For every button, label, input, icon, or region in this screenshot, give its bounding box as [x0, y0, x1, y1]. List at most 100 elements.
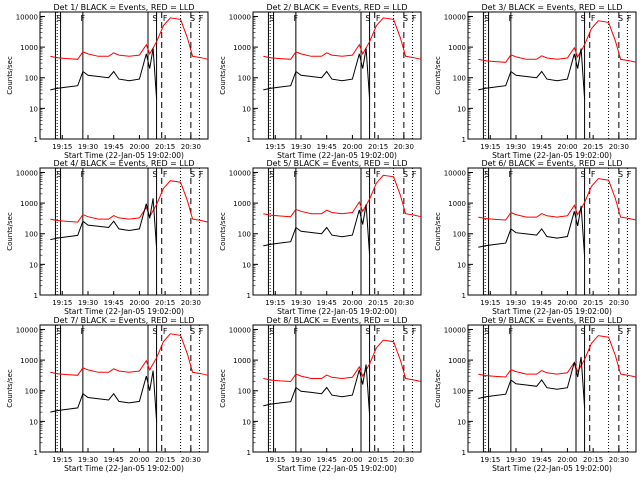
axis-frame: [39, 324, 209, 453]
y-tick-label: 1: [462, 449, 466, 457]
panel-title: Det 6/ BLACK = Events, RED = LLD: [482, 159, 623, 168]
sf-marker: F: [199, 170, 204, 179]
sf-marker: S: [56, 327, 61, 336]
events-series-line: [50, 48, 158, 100]
y-tick-label: 10000: [16, 13, 38, 21]
y-tick-label: 100: [238, 231, 251, 239]
panel-det-9: Det 9/ BLACK = Events, RED = LLD 1 10 100 10…: [434, 316, 637, 473]
sf-marker: S: [190, 14, 195, 23]
x-tick-label: 19:45: [532, 456, 552, 464]
sf-marker: F: [627, 170, 632, 179]
x-axis-label: Start Time (22-Jan-05 19:02:00): [492, 307, 612, 316]
y-axis-label: Counts/sec: [434, 369, 442, 408]
y-tick-label: 100: [453, 231, 466, 239]
y-axis-label: Counts/sec: [219, 56, 227, 95]
x-tick-label: 19:30: [78, 299, 98, 307]
x-tick-label: 20:30: [394, 299, 414, 307]
x-tick-label: 20:30: [394, 143, 414, 151]
x-tick-label: 20:30: [181, 143, 201, 151]
sf-marker: S: [618, 170, 623, 179]
lld-series-line: [263, 339, 422, 383]
panel-det-2: Det 2/ BLACK = Events, RED = LLD 1 10 100 10…: [219, 3, 422, 160]
x-tick-label: 19:15: [265, 143, 285, 151]
x-tick-label: 20:00: [557, 299, 577, 307]
events-series-line: [478, 48, 586, 100]
axis-frame: [39, 11, 209, 140]
sf-marker: F: [376, 14, 381, 23]
y-tick-label: 10: [457, 105, 466, 113]
x-tick-label: 19:15: [52, 456, 72, 464]
y-tick-label: 1000: [20, 357, 38, 365]
x-tick-label: 19:45: [532, 143, 552, 151]
x-tick-label: 20:15: [368, 299, 388, 307]
sf-marker: F: [509, 170, 514, 179]
sf-marker: S: [152, 14, 157, 23]
x-axis-label: Start Time (22-Jan-05 19:02:00): [64, 464, 184, 473]
y-tick-label: 1000: [20, 44, 38, 52]
y-tick-label: 1000: [448, 200, 466, 208]
x-tick-label: 20:15: [583, 143, 603, 151]
sf-marker: F: [627, 14, 632, 23]
y-tick-label: 10: [242, 105, 251, 113]
sf-marker: F: [509, 14, 514, 23]
x-tick-label: 19:45: [104, 456, 124, 464]
panel-det-4: Det 4/ BLACK = Events, RED = LLD 1 10 100 10…: [6, 159, 209, 316]
x-tick-label: 20:30: [609, 456, 629, 464]
events-series-line: [50, 198, 158, 249]
events-series-line: [263, 364, 371, 416]
y-tick-label: 1: [34, 449, 38, 457]
x-tick-label: 20:15: [155, 143, 175, 151]
sf-marker: S: [269, 327, 274, 336]
sf-marker: F: [199, 327, 204, 336]
sf-marker: S: [484, 327, 489, 336]
x-tick-label: 20:30: [181, 456, 201, 464]
sf-marker: F: [294, 14, 299, 23]
y-tick-label: 1000: [233, 357, 251, 365]
y-axis-label: Counts/sec: [434, 212, 442, 251]
lld-series-line: [50, 333, 209, 376]
sf-marker: S: [190, 327, 195, 336]
sf-marker: S: [365, 170, 370, 179]
x-tick-label: 20:00: [342, 143, 362, 151]
panel-det-3: Det 3/ BLACK = Events, RED = LLD 1 10 100 10…: [434, 3, 637, 160]
sf-marker: S: [365, 14, 370, 23]
y-tick-label: 10000: [444, 326, 466, 334]
x-tick-label: 20:30: [181, 299, 201, 307]
y-tick-label: 1000: [448, 357, 466, 365]
y-axis-label: Counts/sec: [219, 369, 227, 408]
y-tick-label: 100: [453, 75, 466, 83]
sf-marker: F: [199, 14, 204, 23]
sf-marker: S: [365, 327, 370, 336]
sf-marker: S: [152, 170, 157, 179]
sf-marker: S: [269, 14, 274, 23]
sf-marker: S: [618, 327, 623, 336]
sf-marker: S: [403, 14, 408, 23]
x-tick-label: 19:45: [317, 299, 337, 307]
panel-title: Det 1/ BLACK = Events, RED = LLD: [54, 3, 195, 12]
panel-det-6: Det 6/ BLACK = Events, RED = LLD 1 10 100 10…: [434, 159, 637, 316]
x-tick-label: 20:30: [394, 456, 414, 464]
y-tick-label: 1: [247, 449, 251, 457]
y-tick-label: 10: [29, 105, 38, 113]
panel-title: Det 4/ BLACK = Events, RED = LLD: [54, 159, 195, 168]
sf-marker: F: [294, 327, 299, 336]
lld-series-line: [478, 178, 637, 221]
lld-series-line: [263, 17, 422, 60]
y-tick-label: 100: [25, 75, 38, 83]
events-series-line: [478, 356, 586, 408]
y-tick-label: 1000: [233, 200, 251, 208]
x-tick-label: 19:30: [506, 299, 526, 307]
sf-marker: F: [163, 14, 168, 23]
x-axis-label: Start Time (22-Jan-05 19:02:00): [492, 151, 612, 160]
y-tick-label: 1: [34, 136, 38, 144]
y-tick-label: 1: [462, 136, 466, 144]
x-tick-label: 19:45: [532, 299, 552, 307]
sf-marker: S: [190, 170, 195, 179]
x-axis-label: Start Time (22-Jan-05 19:02:00): [64, 307, 184, 316]
sf-marker: S: [403, 327, 408, 336]
sf-marker: F: [376, 327, 381, 336]
x-tick-label: 19:15: [480, 299, 500, 307]
sf-marker: F: [81, 170, 86, 179]
x-tick-label: 20:15: [583, 456, 603, 464]
y-tick-label: 1000: [20, 200, 38, 208]
